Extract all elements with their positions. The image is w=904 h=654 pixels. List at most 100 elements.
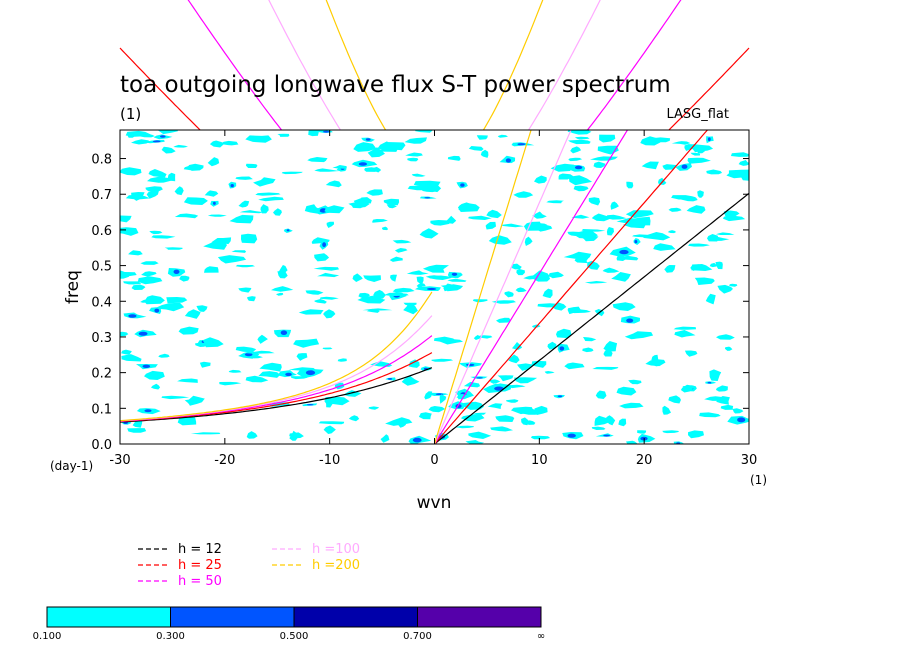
dispersion-curves	[120, 130, 749, 444]
contour-patch-mid	[306, 404, 314, 406]
contour-patch-low	[612, 302, 636, 311]
contour-patch-low	[684, 144, 696, 151]
contour-patch-low	[582, 347, 594, 353]
contour-patch-low	[257, 334, 268, 344]
contour-patch-low	[207, 214, 227, 217]
contour-patch-low	[431, 358, 454, 362]
contour-patch-low	[645, 359, 666, 367]
contour-patch-low	[558, 173, 574, 180]
contour-patch-low	[563, 251, 592, 260]
contour-patch-low	[456, 394, 469, 400]
contour-patch-low	[626, 440, 638, 444]
contour-patch-low	[640, 136, 661, 146]
contour-patch-low	[276, 292, 284, 296]
contour-patch-mid	[424, 197, 431, 199]
contour-patch-low	[318, 421, 345, 425]
contour-patch-mid	[213, 201, 216, 205]
contour-patch-mid	[173, 269, 180, 274]
y-tick-label: 0.7	[91, 188, 112, 203]
contour-patch-low	[592, 366, 619, 370]
contour-patch-low	[144, 295, 165, 305]
contour-patch-low	[413, 180, 441, 188]
contour-patch-low	[382, 226, 389, 231]
contour-patch-low	[704, 396, 725, 401]
y-tick-label: 0.6	[91, 224, 112, 239]
contour-patch-low	[574, 136, 590, 140]
contour-patch-low	[547, 341, 557, 350]
contour-patch-mid	[322, 242, 326, 248]
contour-patch-low	[260, 204, 269, 214]
contour-patch-low	[390, 274, 397, 282]
contour-patch-low	[567, 231, 584, 237]
contour-patch-low	[487, 403, 503, 409]
contour-patch-low	[131, 284, 146, 290]
contour-patch-mid	[603, 434, 610, 437]
contour-patch-low	[716, 334, 735, 340]
contour-patch-mid	[305, 370, 316, 376]
contour-patch-low	[405, 152, 423, 157]
contour-patch-low	[570, 146, 582, 154]
contour-patch-mid	[138, 331, 148, 336]
contour-patch-low	[352, 273, 363, 282]
legend-label: h = 25	[178, 558, 222, 573]
x-tick-label: 10	[531, 453, 548, 468]
contour-patch-low	[697, 190, 704, 198]
contour-patch-low	[508, 354, 520, 364]
contour-patch-low	[556, 328, 572, 339]
contour-patch-low	[468, 146, 484, 151]
x-axis-unit: (1)	[750, 473, 767, 487]
contour-patch-low	[125, 130, 151, 137]
contour-patch-low	[161, 395, 190, 400]
contour-patch-low	[603, 341, 618, 352]
contour-patch-low	[460, 413, 485, 422]
contour-patch-low	[235, 264, 255, 268]
contour-patch-low	[619, 255, 639, 261]
contour-patch-low	[137, 276, 163, 285]
contour-patch-mid	[476, 377, 483, 379]
contour-patch-low	[680, 384, 695, 393]
contour-patch-low	[178, 326, 199, 335]
contour-patch-low	[504, 384, 526, 389]
contour-patch-mid	[707, 137, 711, 142]
y-tick-label: 0.3	[91, 331, 112, 346]
contour-patch-low	[476, 135, 488, 140]
contour-patch-low	[389, 256, 403, 262]
contour-patch-low	[177, 378, 198, 383]
contour-patch-low	[568, 139, 591, 145]
contour-patch-low	[259, 362, 282, 372]
contour-patch-mid	[517, 143, 526, 146]
contour-patch-low	[495, 415, 515, 422]
contour-patch-low	[353, 198, 370, 208]
contour-patch-low	[332, 165, 347, 169]
contour-patch-low	[313, 266, 339, 271]
contour-patch-low	[687, 157, 711, 164]
contour-patch-low	[502, 223, 524, 228]
contour-patch-low	[362, 308, 393, 311]
legend-label: h = 12	[178, 542, 222, 557]
contour-patch-low	[353, 142, 377, 152]
contour-patch-low	[528, 222, 548, 227]
contour-patch-low	[372, 219, 388, 223]
contour-patch-low	[515, 287, 527, 293]
contour-patch-low	[247, 296, 256, 302]
contour-patch-low	[179, 275, 190, 282]
contour-patch-low	[314, 299, 327, 304]
contour-patch-low	[542, 288, 553, 299]
contour-patch-low	[246, 350, 275, 354]
contour-patch-mid	[285, 372, 292, 377]
contour-patch-mid	[286, 229, 290, 232]
contour-patch-low	[144, 370, 165, 380]
contour-patch-low	[273, 208, 282, 216]
contour-patch-low	[245, 135, 272, 143]
contour-patch-low	[534, 175, 547, 184]
contour-patch-low	[120, 167, 142, 176]
contour-patch-low	[323, 425, 336, 434]
contour-patch-low	[173, 144, 188, 148]
contour-patch-low	[521, 417, 529, 426]
contour-patch-low	[591, 426, 606, 430]
chart-title: toa outgoing longwave flux S-T power spe…	[120, 72, 671, 98]
color-bar-label: 0.100	[33, 631, 62, 642]
contour-patch-low	[196, 305, 208, 312]
